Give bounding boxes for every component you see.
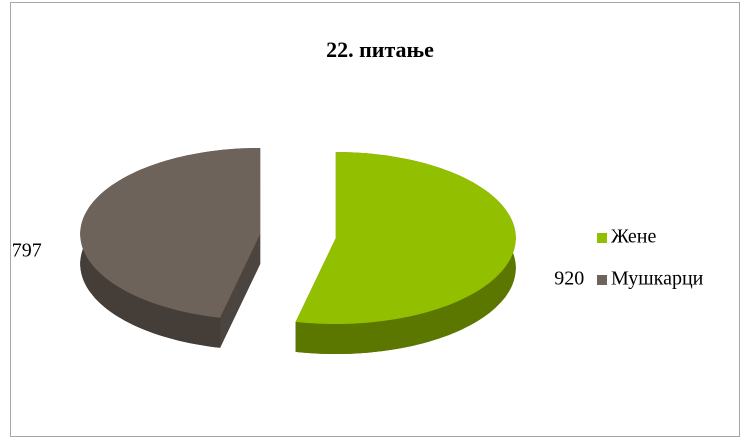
data-label: 920 <box>554 268 584 290</box>
chart-title: 22. питање <box>326 37 434 62</box>
slice-side <box>220 234 261 348</box>
pie-slice <box>80 148 261 348</box>
legend-label: Мушкарци <box>611 268 704 290</box>
slice-top <box>295 152 516 324</box>
pie-slice <box>295 152 516 354</box>
legend-label: Жене <box>611 226 656 248</box>
data-label: 797 <box>12 240 42 262</box>
slice-top <box>80 148 261 318</box>
legend-swatch <box>597 233 607 243</box>
legend-swatch <box>597 275 607 285</box>
